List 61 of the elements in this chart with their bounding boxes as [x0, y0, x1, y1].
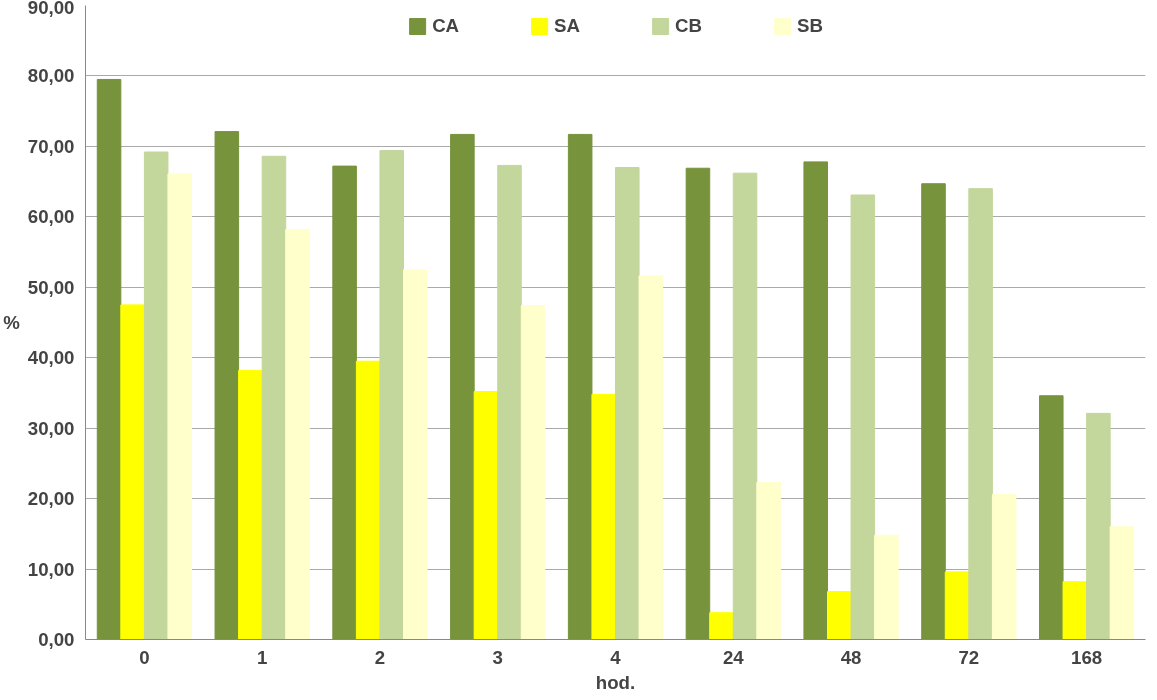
- bar: [143, 151, 169, 640]
- bar: [403, 269, 428, 640]
- bar: [709, 612, 734, 640]
- legend-label: SA: [554, 15, 580, 37]
- bar: [638, 275, 664, 640]
- bar: [520, 305, 546, 640]
- y-tick-label: 30,00: [27, 417, 75, 439]
- bar: [567, 133, 593, 640]
- bar: [1109, 526, 1135, 640]
- bar: [944, 571, 970, 640]
- bar: [1086, 412, 1111, 640]
- bar: [803, 161, 828, 640]
- bar: [615, 167, 640, 640]
- x-tick-label: 3: [492, 646, 503, 668]
- bar: [685, 167, 711, 640]
- bar: [379, 150, 404, 640]
- x-tick-label: 72: [958, 646, 980, 668]
- bar: [497, 164, 522, 640]
- bar: [473, 391, 499, 640]
- bar: [921, 183, 946, 640]
- y-tick-label: 10,00: [27, 558, 75, 580]
- x-tick-label: 24: [722, 646, 745, 668]
- bar: [827, 591, 852, 640]
- x-tick-label: 168: [1071, 646, 1103, 668]
- bar: [591, 393, 616, 640]
- y-tick-label: 60,00: [27, 206, 75, 228]
- x-tick-label: 0: [139, 646, 150, 668]
- x-tick-label: 48: [840, 646, 862, 668]
- legend-label: CA: [432, 15, 460, 37]
- bar: [850, 194, 876, 640]
- bar: [167, 173, 192, 640]
- bar: [96, 78, 122, 640]
- y-tick-label: 40,00: [27, 347, 75, 369]
- bar: [238, 369, 263, 640]
- bar: [732, 172, 758, 640]
- bar: [1039, 395, 1064, 640]
- bar: [968, 188, 993, 640]
- bar: [991, 493, 1017, 640]
- x-tick-label: 4: [610, 646, 622, 668]
- legend-label: SB: [796, 15, 823, 37]
- y-tick-label: 20,00: [27, 488, 75, 510]
- bar: [285, 229, 310, 640]
- y-axis-title: %: [3, 312, 21, 333]
- x-tick-label: 1: [256, 646, 268, 668]
- legend-label: CB: [675, 15, 702, 37]
- y-tick-label: 70,00: [27, 135, 75, 157]
- bar: [261, 155, 287, 640]
- bar: [332, 165, 357, 640]
- y-tick-label: 80,00: [27, 65, 75, 87]
- y-tick-label: 90,00: [27, 0, 75, 18]
- x-tick-label: 2: [374, 646, 386, 668]
- x-axis-title: hod.: [595, 671, 636, 693]
- bar: [1062, 581, 1088, 640]
- bar: [874, 534, 899, 640]
- bar: [756, 481, 781, 640]
- y-tick-label: 0,00: [38, 629, 75, 650]
- bar: [355, 360, 381, 640]
- y-tick-label: 50,00: [27, 276, 75, 298]
- bar: [450, 133, 475, 640]
- bar: [120, 304, 145, 640]
- bar: [214, 131, 240, 640]
